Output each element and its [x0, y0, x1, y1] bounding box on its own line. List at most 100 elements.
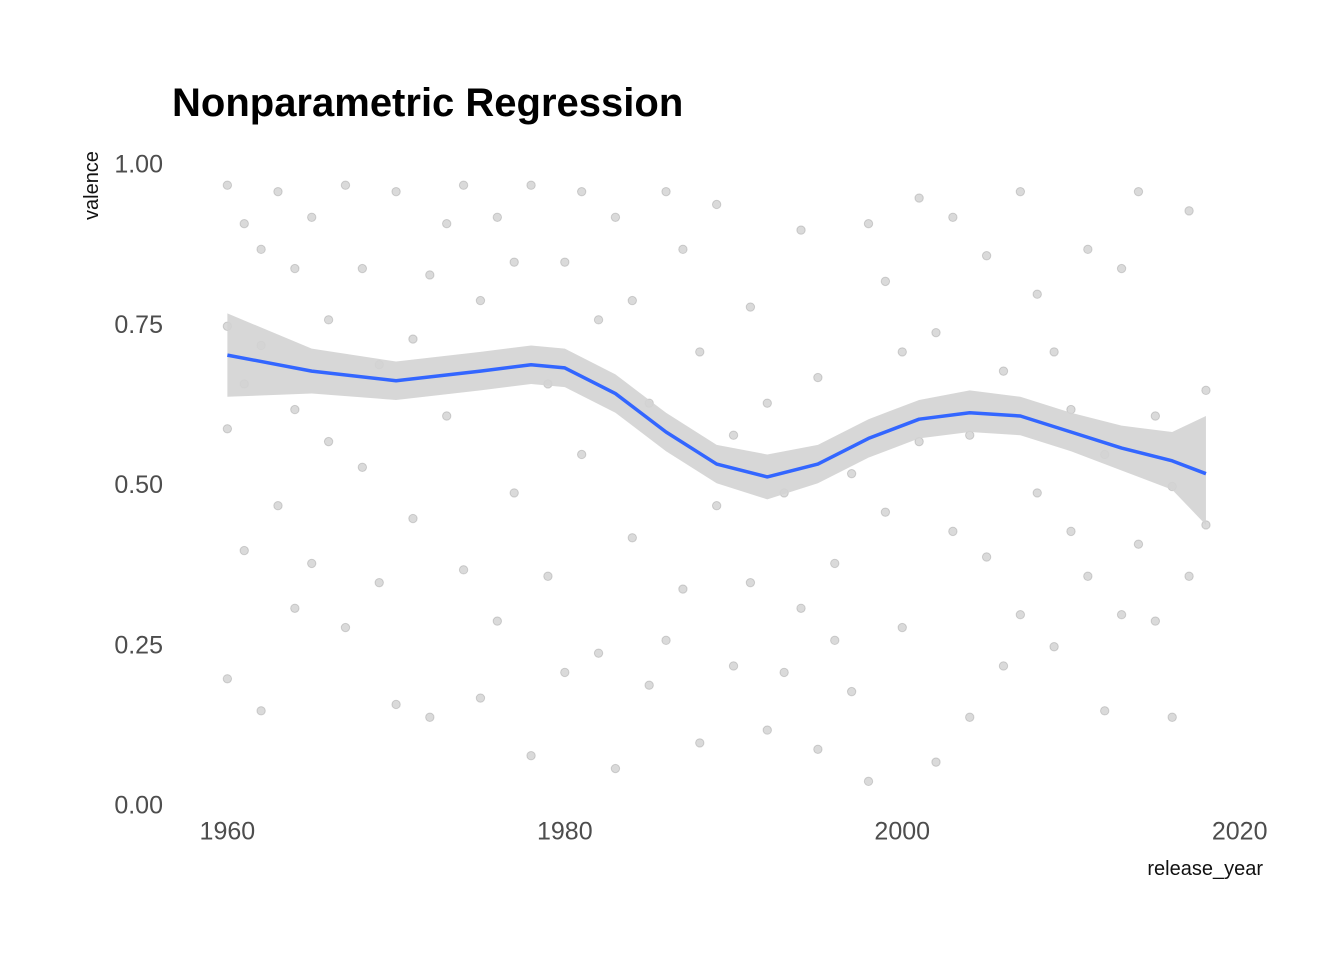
data-point — [1032, 289, 1042, 299]
data-point — [442, 218, 452, 229]
data-point — [1083, 571, 1093, 581]
data-point — [526, 180, 536, 190]
data-point — [1015, 186, 1026, 197]
data-point — [678, 584, 688, 594]
data-point — [813, 744, 823, 755]
data-point — [307, 558, 317, 569]
x-axis-title: release_year — [1147, 858, 1263, 880]
data-point — [1150, 411, 1161, 421]
data-point — [695, 738, 705, 748]
data-point — [323, 436, 334, 447]
data-point — [357, 462, 368, 472]
data-point — [830, 635, 840, 646]
data-point — [796, 225, 806, 235]
data-point — [1133, 539, 1144, 549]
data-point — [897, 347, 907, 357]
confidence-band — [227, 313, 1206, 525]
data-point — [1184, 571, 1194, 581]
data-point — [256, 706, 266, 716]
data-point — [357, 263, 368, 274]
data-point — [1100, 706, 1110, 716]
data-point — [644, 680, 654, 690]
y-tick-label: 0.75 — [114, 311, 163, 339]
y-tick-label: 1.00 — [114, 151, 163, 179]
data-point — [1201, 385, 1211, 396]
data-point — [560, 667, 570, 678]
data-point — [475, 693, 486, 703]
x-tick-label: 1960 — [200, 818, 256, 846]
data-point — [222, 424, 233, 434]
data-point — [509, 257, 519, 267]
data-point — [998, 366, 1009, 376]
data-point — [965, 712, 975, 722]
data-point — [408, 334, 418, 344]
data-point — [239, 218, 249, 229]
data-point — [1184, 206, 1194, 216]
data-point — [1167, 712, 1177, 722]
data-point — [728, 430, 739, 440]
data-point — [340, 180, 351, 190]
data-point — [425, 270, 435, 280]
data-point — [576, 449, 587, 460]
data-point — [948, 526, 958, 537]
data-point — [492, 212, 503, 222]
data-point — [239, 545, 249, 556]
smooth-line — [227, 353, 1207, 479]
data-point — [1116, 263, 1127, 274]
data-point — [425, 712, 435, 722]
data-point — [1133, 186, 1144, 197]
data-point — [627, 533, 637, 543]
data-point — [863, 776, 874, 787]
data-point — [391, 186, 401, 197]
data-point — [256, 244, 266, 255]
data-point — [661, 186, 671, 197]
data-point — [695, 347, 705, 357]
data-point — [863, 218, 874, 229]
data-point — [711, 501, 722, 511]
data-point — [931, 757, 941, 767]
y-tick-label: 0.50 — [114, 471, 163, 499]
y-tick-label: 0.00 — [114, 792, 163, 820]
data-point — [981, 251, 992, 261]
data-point — [813, 372, 823, 383]
data-point — [526, 751, 536, 761]
data-point — [458, 565, 469, 575]
data-point — [323, 315, 334, 325]
data-point — [273, 186, 283, 197]
data-point — [846, 686, 857, 697]
data-point — [593, 315, 604, 325]
data-point — [290, 603, 300, 613]
data-point — [1066, 526, 1076, 537]
data-point — [998, 661, 1009, 671]
data-point — [1015, 610, 1026, 620]
data-point — [711, 199, 722, 210]
data-point — [779, 667, 789, 678]
data-point — [1032, 488, 1042, 498]
data-point — [1083, 244, 1093, 255]
data-point — [391, 699, 401, 710]
data-point — [931, 327, 941, 338]
data-point — [745, 302, 756, 312]
data-point — [846, 468, 857, 479]
chart-title: Nonparametric Regression — [172, 81, 683, 125]
data-point — [880, 507, 891, 517]
data-point — [897, 622, 907, 633]
data-point — [610, 212, 621, 222]
data-point — [1049, 642, 1059, 652]
data-point — [762, 725, 772, 735]
data-point — [610, 763, 621, 774]
x-tick-label: 1980 — [537, 818, 593, 846]
data-point — [678, 244, 688, 255]
x-tick-label: 2020 — [1212, 818, 1268, 846]
data-point — [492, 616, 503, 626]
y-tick-label: 0.25 — [114, 631, 163, 659]
data-point — [762, 398, 772, 408]
data-point — [880, 276, 891, 287]
y-axis-title: valence — [81, 151, 103, 220]
data-point — [627, 295, 637, 306]
data-point — [914, 193, 924, 203]
data-point — [1201, 520, 1211, 530]
data-point — [290, 404, 300, 415]
data-point — [1049, 347, 1059, 357]
